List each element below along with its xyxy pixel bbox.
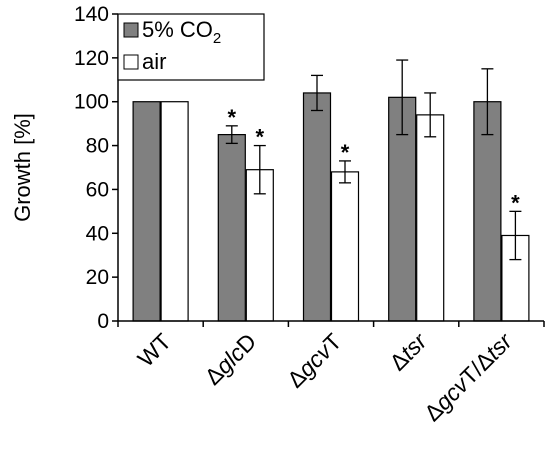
bar-air: [416, 114, 445, 322]
legend-swatch-co2: [123, 22, 139, 38]
x-category-label: WT: [132, 328, 176, 372]
significance-star: *: [256, 125, 265, 150]
x-category-label: ΔgcvT/Δtsr: [419, 327, 518, 426]
bar-air: [245, 169, 274, 322]
legend-swatch-air: [123, 54, 139, 70]
y-axis-ticks: 0 20 40 60 80 100 120 140: [74, 3, 118, 333]
bar-air: [160, 101, 189, 322]
y-tick-label: 60: [86, 178, 109, 201]
y-tick-label: 0: [97, 310, 109, 333]
bar-co2: [217, 134, 246, 322]
legend-box: [117, 13, 265, 81]
legend-label-air: air: [142, 49, 166, 74]
y-tick-label: 100: [74, 91, 109, 114]
significance-star: *: [228, 105, 237, 130]
legend-label-co2-sub: 2: [213, 30, 221, 47]
bar-co2: [473, 101, 502, 322]
bars-group: * * * *: [132, 59, 530, 322]
legend-label-co2: 5% CO2: [142, 17, 221, 47]
legend-label-co2-main: 5% CO: [142, 17, 213, 42]
x-category-label: ΔgcvT: [282, 328, 347, 393]
y-tick-label: 80: [86, 135, 109, 158]
x-category-label: ΔglcD: [200, 328, 262, 390]
x-category-label: Δtsr: [384, 327, 432, 375]
significance-star: *: [341, 140, 350, 165]
bar-co2: [132, 101, 161, 322]
gene-suffix: WT: [132, 328, 176, 372]
y-tick-label: 20: [86, 266, 109, 289]
y-tick-label: 120: [74, 47, 109, 70]
y-tick-label: 40: [86, 222, 109, 245]
bar-co2: [302, 92, 332, 322]
bar-air: [330, 171, 360, 322]
significance-star: *: [511, 190, 520, 215]
y-axis-title: Growth [%]: [10, 113, 35, 222]
y-tick-label: 140: [74, 3, 109, 26]
